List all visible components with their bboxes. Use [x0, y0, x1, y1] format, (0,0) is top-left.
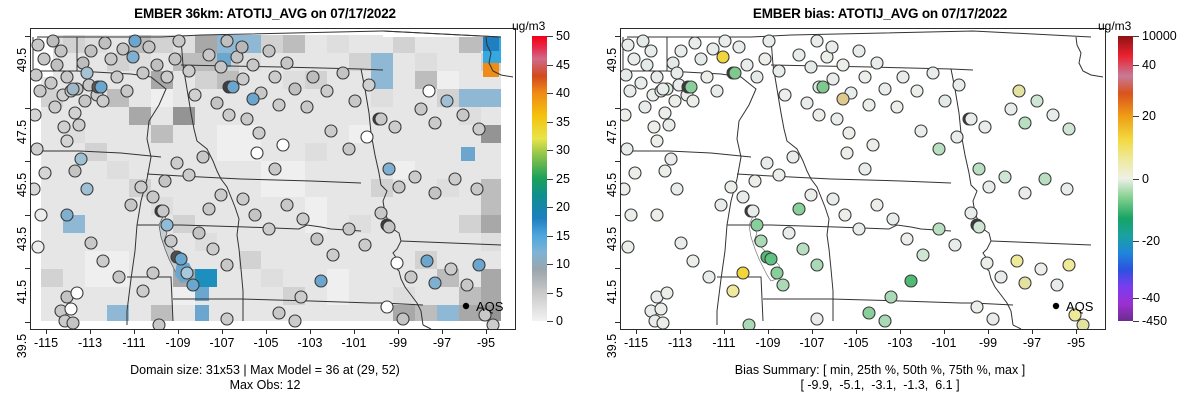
map-render-bias: AQS [621, 29, 1105, 329]
colorbar-tick-label: 20 [556, 200, 570, 214]
xtick-label: -95 [476, 336, 496, 350]
colorbar-tick [1133, 115, 1139, 117]
colorbar-tick [547, 264, 553, 265]
colorbar-tick [547, 178, 553, 180]
xtick-label: -95 [1066, 336, 1086, 350]
xtick-label: -113 [77, 336, 103, 350]
colorbar-tick-label: -450 [1142, 314, 1168, 328]
ytick-label: 47.5 [15, 119, 29, 145]
colorbar-unit-label: ug/m3 [512, 19, 546, 33]
xtick-label: -101 [931, 336, 957, 350]
xtick-label: -109 [165, 336, 191, 350]
colorbar-tick [1133, 321, 1139, 322]
xtick-label: -113 [667, 336, 693, 350]
colorbar-tick-label: 40 [556, 86, 570, 100]
colorbar-tick-label: 30 [556, 143, 570, 157]
xtick-label: -107 [799, 336, 825, 350]
caption-model: Domain size: 31x53 | Max Model = 36 at (… [0, 363, 530, 393]
colorbar-tick [547, 292, 553, 294]
ytick-label: 43.5 [605, 226, 619, 252]
colorbar-tick [547, 121, 553, 123]
colorbar-tick [1133, 298, 1139, 300]
colorbar-tick-label: 0 [1142, 171, 1149, 186]
xtick-label: -115 [623, 336, 649, 350]
xtick-label: -105 [843, 336, 869, 350]
colorbar-tick-label: -40 [1142, 291, 1161, 306]
colorbar-tick [1133, 241, 1139, 243]
xtick-label: -115 [33, 336, 59, 350]
xtick-label: -101 [341, 336, 367, 350]
colorbar-tick-label: 20 [1142, 108, 1156, 123]
ytick-label: 49.5 [15, 47, 29, 73]
state-boundaries-bias [622, 30, 1104, 329]
colorbar-tick [1133, 178, 1139, 180]
ytick-label: 45.5 [15, 172, 29, 198]
xtick-label: -107 [209, 336, 235, 350]
aqs-legend-marker-bias: AQS [1052, 299, 1094, 314]
colorbar-tick-label: 0 [556, 314, 563, 328]
ytick-label: 49.5 [605, 47, 619, 73]
colorbar-tick-label: 45 [556, 57, 570, 72]
caption-line-2: Max Obs: 12 [229, 378, 301, 392]
colorbar-gradient-bias [1118, 36, 1133, 321]
xtick-label: -103 [887, 336, 913, 350]
xtick-label: -97 [432, 336, 452, 350]
colorbar-tick [547, 235, 553, 237]
colorbar-tick [547, 64, 553, 66]
ytick-label: 45.5 [605, 172, 619, 198]
caption-line-1: Domain size: 31x53 | Max Model = 36 at (… [130, 363, 400, 377]
observation-markers-model [31, 34, 500, 329]
colorbar-tick-label: 25 [556, 171, 570, 186]
caption-bias: Bias Summary: [ min, 25th %, 50th %, 75t… [610, 363, 1150, 393]
panel-title-model: EMBER 36km: ATOTIJ_AVG on 07/17/2022 [134, 6, 396, 21]
xtick-label: -99 [388, 336, 408, 350]
map-clip-bias: AQS [621, 29, 1105, 329]
panel-model: EMBER 36km: ATOTIJ_AVG on 07/17/2022 [0, 6, 570, 393]
colorbar-tick-label: 5 [556, 285, 563, 300]
caption-line-2: [ -9.9, -5.1, -3.1, -1.3, 6.1 ] [800, 378, 960, 392]
xtick-label: -109 [755, 336, 781, 350]
map-render-model: AQS [31, 29, 515, 329]
ytick-label: 41.5 [15, 279, 29, 305]
colorbar-tick-label: 50 [556, 29, 570, 43]
map-plot-model: AQS [30, 28, 516, 330]
colorbar-tick-label: 40 [1142, 57, 1156, 72]
colorbar-tick-label: 15 [556, 228, 570, 243]
colorbar-tick-label: 10 [556, 257, 570, 271]
aqs-legend-marker-model: AQS [462, 299, 504, 314]
colorbar-tick [547, 207, 553, 208]
xtick-label: -99 [978, 336, 998, 350]
xtick-label: -105 [253, 336, 279, 350]
colorbar-tick-label: 10000 [1142, 29, 1177, 43]
map-plot-bias: AQS [620, 28, 1106, 330]
colorbar-gradient-model [532, 36, 547, 321]
svg-text:AQS: AQS [1066, 299, 1094, 314]
colorbar-tick [1133, 36, 1139, 37]
colorbar-tick [547, 36, 553, 37]
xtick-label: -97 [1022, 336, 1042, 350]
colorbar-tick-label: 35 [556, 114, 570, 129]
ytick-label: 47.5 [605, 119, 619, 145]
ytick-label: 41.5 [605, 279, 619, 305]
xtick-label: -111 [122, 336, 146, 350]
observation-markers-bias [621, 34, 1090, 329]
panel-bias: EMBER bias: ATOTIJ_AVG on 07/17/2022 [600, 0, 1200, 409]
xtick-label: -111 [712, 336, 736, 350]
ytick-label: 43.5 [15, 226, 29, 252]
panel-title-bias: EMBER bias: ATOTIJ_AVG on 07/17/2022 [752, 6, 1008, 21]
colorbar-tick [547, 93, 553, 94]
xtick-label: -103 [297, 336, 323, 350]
colorbar-tick [1133, 64, 1139, 66]
colorbar-tick-label: -20 [1142, 234, 1161, 249]
colorbar-tick [547, 150, 553, 151]
map-clip-model: AQS [31, 29, 515, 329]
colorbar-tick [547, 321, 553, 322]
svg-text:AQS: AQS [476, 299, 504, 314]
colorbar-unit-label: ug/m3 [1098, 19, 1132, 33]
caption-line-1: Bias Summary: [ min, 25th %, 50th %, 75t… [734, 363, 1026, 377]
